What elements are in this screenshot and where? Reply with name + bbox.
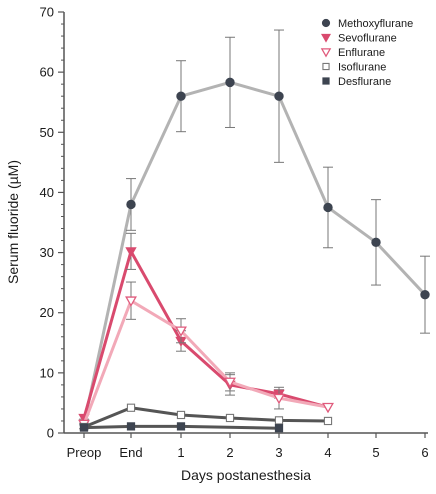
data-point: [323, 416, 333, 426]
x-ticks: Preop End 1 2 3 4 5 6: [67, 433, 429, 460]
legend-marker: [320, 33, 332, 43]
data-point: [176, 91, 186, 101]
series-enflurane: [78, 281, 334, 431]
y-axis-title: Serum fluoride (µM): [5, 160, 21, 284]
series-methoxyflurane: [79, 29, 430, 430]
y-tick-label: 40: [40, 185, 54, 200]
legend-label: Isoflurane: [338, 62, 386, 74]
series-line: [83, 424, 280, 430]
data-point: [322, 402, 334, 414]
data-point: [225, 413, 235, 423]
data-point: [420, 289, 430, 300]
data-point: [371, 237, 381, 248]
legend-label: Methoxyflurane: [338, 18, 413, 30]
x-tick-label: 1: [177, 445, 184, 460]
data-point: [274, 91, 284, 101]
legend-marker: [320, 48, 332, 58]
legend-label: Desflurane: [338, 76, 391, 88]
data-point: [125, 247, 137, 258]
legend-label: Enflurane: [338, 47, 385, 59]
x-tick-label: End: [119, 445, 142, 460]
x-tick-label: 6: [421, 445, 428, 460]
data-point: [125, 296, 137, 307]
y-tick-label: 0: [47, 426, 54, 441]
series-line: [82, 299, 329, 425]
legend-label: Sevoflurane: [338, 33, 397, 45]
data-point: [323, 202, 333, 213]
series-isoflurane: [79, 403, 333, 432]
legend: Methoxyflurane Sevoflurane Enflurane Isoflu…: [320, 18, 413, 88]
data-point: [225, 77, 235, 88]
series-layer: [78, 29, 430, 433]
data-point: [126, 422, 136, 431]
y-tick-label: 50: [40, 125, 54, 140]
x-tick-label: 3: [275, 445, 282, 460]
y-tick-label: 20: [40, 305, 54, 320]
legend-marker: [322, 77, 330, 85]
data-point: [273, 393, 285, 405]
series-desflurane: [79, 422, 284, 433]
data-point: [79, 423, 89, 432]
x-tick-label: 5: [372, 445, 379, 460]
x-axis-title: Days postanesthesia: [181, 467, 311, 483]
data-point: [126, 403, 136, 412]
data-point: [224, 377, 236, 389]
y-tick-label: 60: [40, 65, 54, 80]
series-line: [82, 80, 427, 425]
series-line: [83, 406, 329, 429]
legend-marker: [321, 18, 331, 28]
data-point: [274, 424, 284, 433]
data-point: [176, 410, 186, 420]
x-tick-label: Preop: [67, 445, 102, 460]
y-tick-label: 70: [40, 5, 54, 20]
data-point: [274, 416, 284, 425]
y-tick-label: 10: [40, 365, 54, 380]
axes: [63, 12, 428, 434]
data-point: [176, 422, 186, 431]
data-point: [175, 326, 187, 337]
x-tick-label: 2: [226, 445, 233, 460]
x-tick-label: 4: [324, 445, 331, 460]
series-line: [82, 249, 329, 419]
data-point: [126, 199, 136, 210]
y-tick-label: 30: [40, 245, 54, 260]
y-ticks: 0 10 20 30 40 50 60 70: [40, 5, 64, 441]
legend-marker: [322, 62, 330, 71]
